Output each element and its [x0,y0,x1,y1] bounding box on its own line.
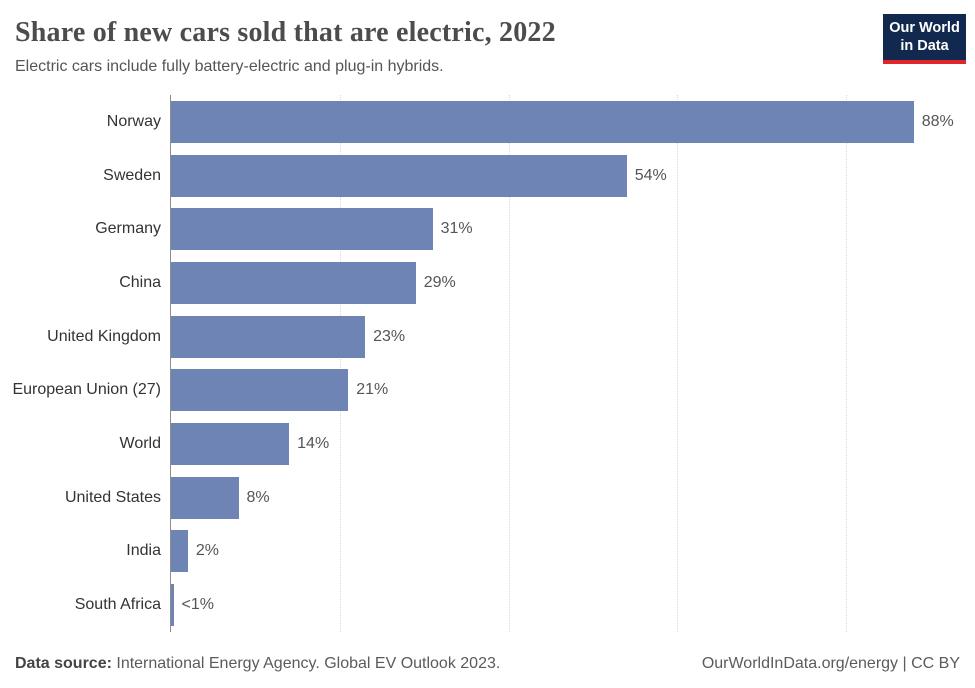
owid-logo: Our World in Data [883,14,966,64]
gridline [846,95,848,632]
bar[interactable] [171,476,239,519]
category-label: India [126,542,161,560]
category-label: United Kingdom [47,327,161,345]
category-label: World [119,434,162,452]
category-label: Norway [106,112,161,130]
bar-row: 23% [171,310,975,364]
value-label: 2% [195,542,219,560]
bar[interactable] [171,154,627,197]
value-label: 54% [634,166,667,184]
value-label: 14% [297,434,330,452]
bar-row: 31% [171,202,975,256]
bar-row: <1% [171,578,975,632]
value-label: 29% [423,273,456,291]
bar-row: 14% [171,417,975,471]
bar[interactable] [171,100,914,143]
logo-text-line1: Our World [889,19,960,36]
bar-row: 2% [171,525,975,579]
bar[interactable] [171,208,433,251]
bar-row: 54% [171,149,975,203]
logo-text-line2: in Data [900,38,949,54]
chart-footer: Data source: International Energy Agency… [15,655,960,673]
page-title: Share of new cars sold that are electric… [15,17,556,48]
data-source: Data source: International Energy Agency… [15,655,500,673]
value-label: 88% [921,112,954,130]
category-label: China [119,273,161,291]
category-label: Germany [95,220,161,238]
data-source-label: Data source: [15,655,112,672]
plot-area: 88% 54% 31% 29% 23% 21% 14% 8% 2% <1% [170,95,975,632]
footer-link[interactable]: OurWorldInData.org/energy | CC BY [701,655,960,672]
bar-row: 29% [171,256,975,310]
value-label: 23% [373,327,406,345]
bar-row: 21% [171,363,975,417]
data-source-text: International Energy Agency. Global EV O… [111,655,501,672]
bar[interactable] [171,261,416,304]
bar[interactable] [171,315,366,358]
value-label: 8% [246,488,270,506]
bar[interactable] [171,369,349,412]
value-label: 31% [440,220,473,238]
gridline [677,95,679,632]
gridline [508,95,510,632]
value-label: 21% [356,381,389,399]
bar[interactable] [171,584,174,627]
category-label: European Union (27) [12,381,161,399]
bar-row: 88% [171,95,975,149]
chart-header: Share of new cars sold that are electric… [0,0,975,76]
gridline [339,95,341,632]
page-subtitle: Electric cars include fully battery-elec… [15,57,444,75]
bar[interactable] [171,530,188,573]
category-labels: Norway Sweden Germany China United Kingdom Eu… [0,95,170,632]
bar[interactable] [171,422,290,465]
bar-chart: Norway Sweden Germany China United Kingdom Eu… [0,95,975,632]
category-label: South Africa [74,596,161,614]
category-label: Sweden [103,166,161,184]
value-label: <1% [181,596,214,614]
category-label: United States [64,488,161,506]
bar-row: 8% [171,471,975,525]
